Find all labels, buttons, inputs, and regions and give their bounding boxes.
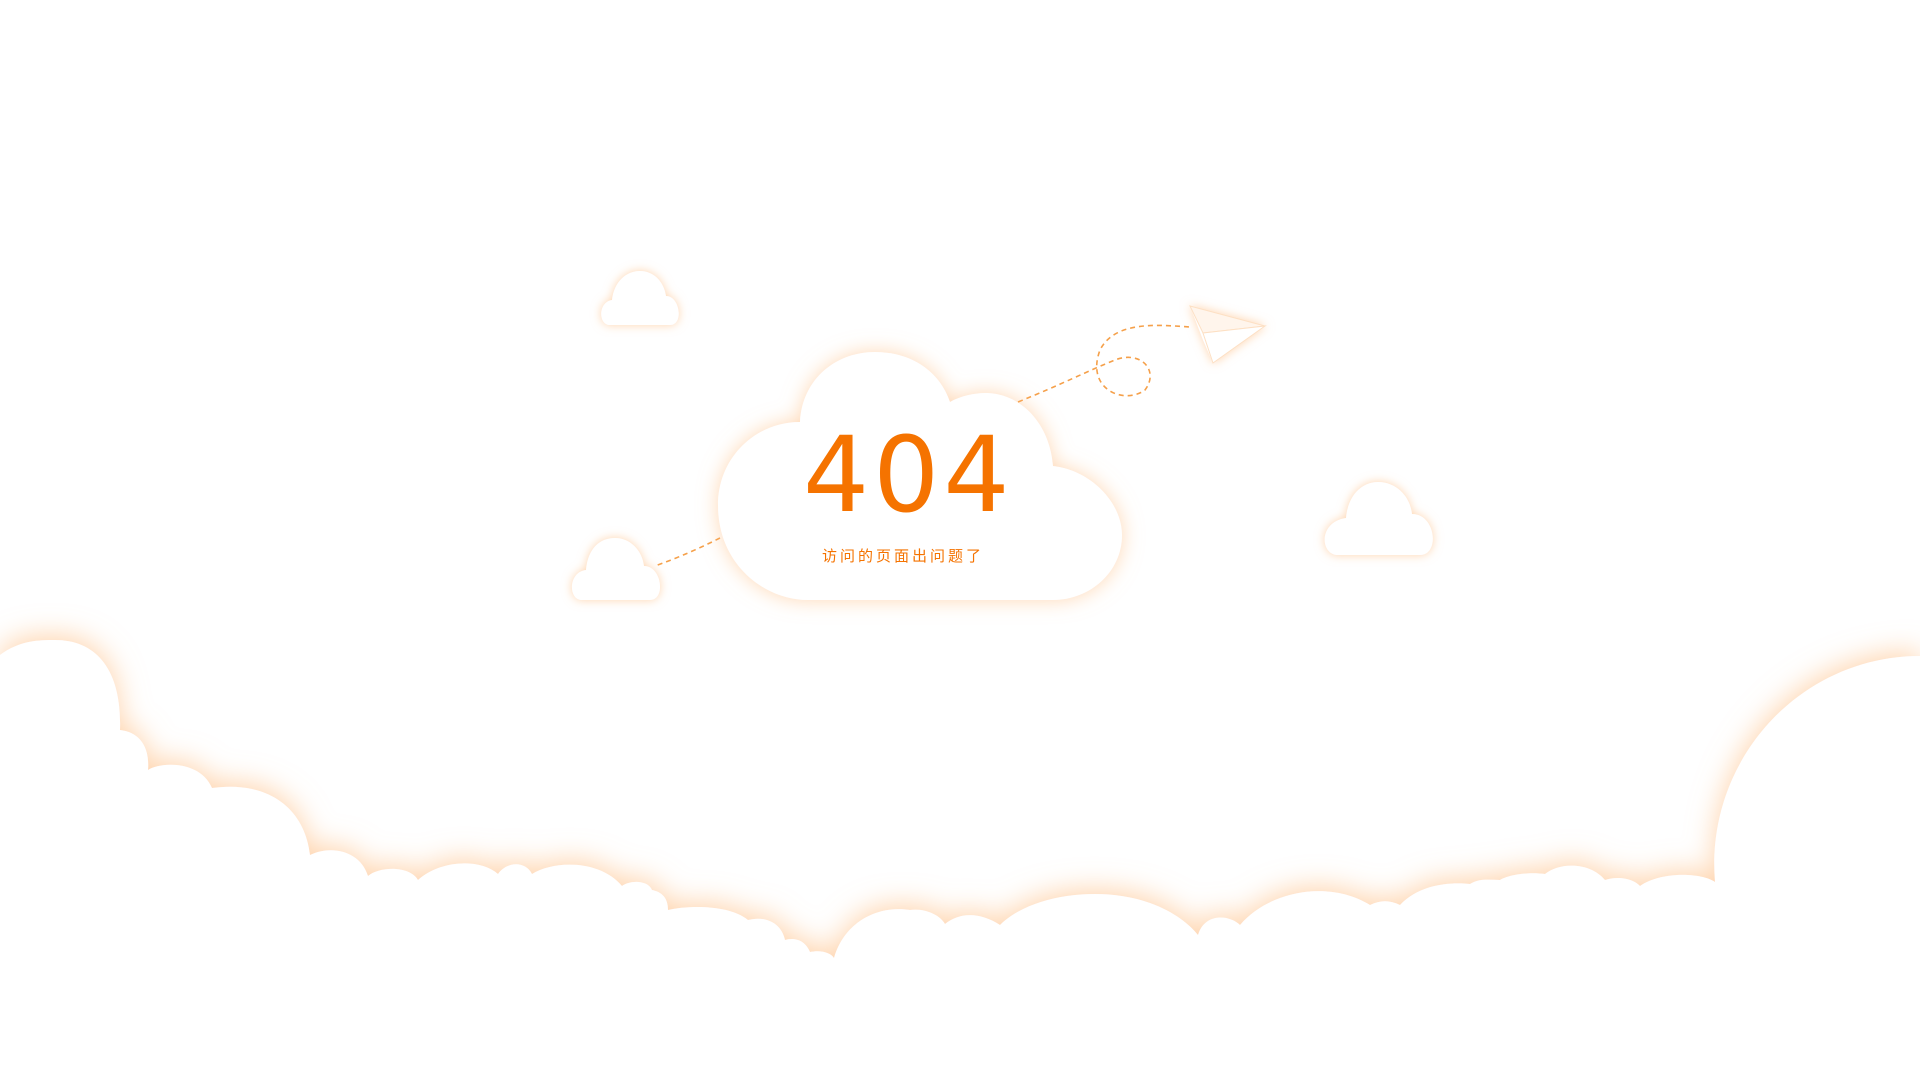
small-cloud-right bbox=[1324, 482, 1433, 555]
main-cloud bbox=[718, 352, 1122, 600]
flight-trail-lower bbox=[654, 537, 721, 567]
error-code: 404 bbox=[803, 414, 1014, 536]
small-cloud-left bbox=[571, 538, 661, 600]
paper-plane-icon bbox=[1189, 305, 1267, 364]
flight-trail-upper bbox=[1017, 324, 1191, 403]
error-message: 访问的页面出问题了 bbox=[821, 547, 984, 565]
cloud-bank-bottom bbox=[0, 640, 1920, 1080]
small-cloud-top-left bbox=[601, 271, 679, 325]
